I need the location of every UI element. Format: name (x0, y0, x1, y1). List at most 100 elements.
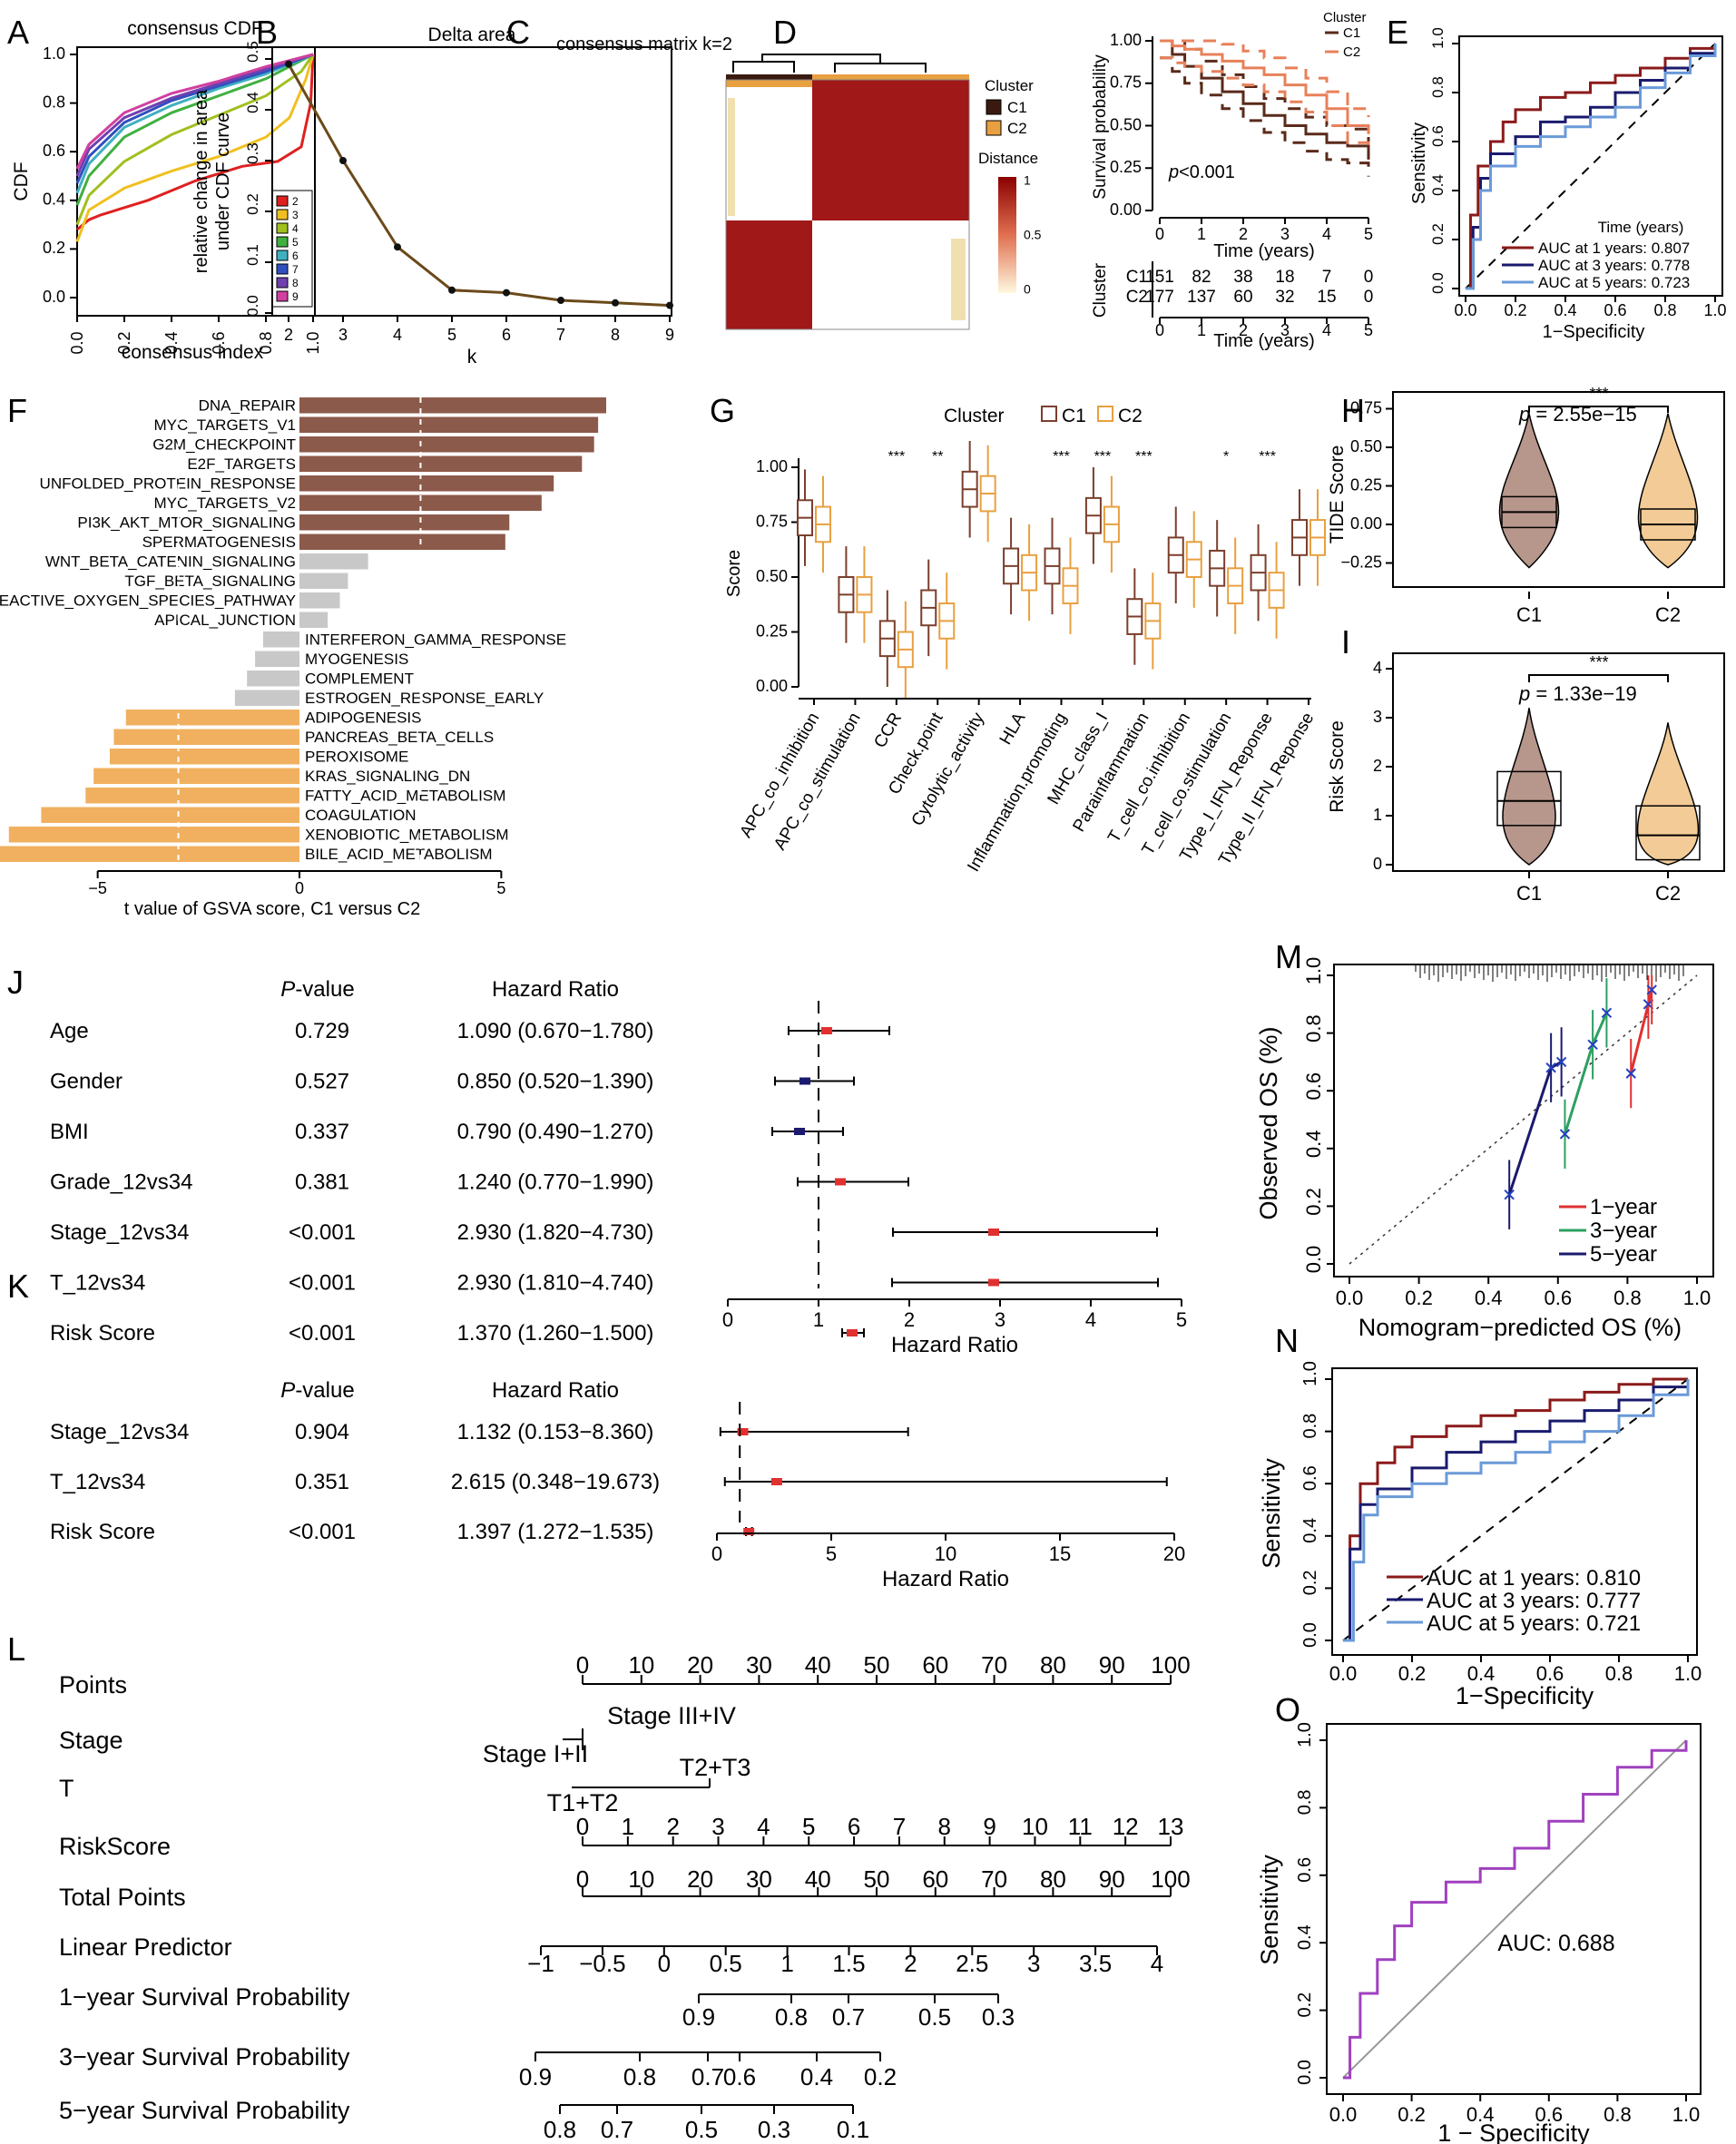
L-scale-label: 60 (922, 1865, 948, 1893)
I-pvalue: p = 1.33e−19 (1518, 682, 1637, 705)
K-hr-point (770, 1478, 782, 1485)
J-hr-point (835, 1178, 846, 1186)
M-point (1646, 984, 1657, 995)
L-scale-label: 4 (1151, 1950, 1163, 1977)
L-scale-label: 40 (805, 1651, 831, 1679)
L-row-label: 5−year Survival Probability (59, 2097, 350, 2124)
D-risk-x-tick-label: 3 (1280, 321, 1290, 339)
F-bar (109, 749, 299, 765)
D-risk-value: 0 (1364, 268, 1374, 287)
D-risk-x-tick-label: 1 (1197, 321, 1206, 339)
D-xlabel: Time (years) (1213, 241, 1314, 261)
N-y-tick-label: 0.8 (1300, 1414, 1320, 1439)
J-row-label: T_12vs34 (50, 1271, 145, 1296)
I-pvalue-rest: = 1.33e−19 (1530, 682, 1636, 705)
I-y-tick-label: 0 (1373, 855, 1382, 873)
J-hr-point (988, 1229, 999, 1236)
C-distance-bar (998, 177, 1016, 293)
panel-label-B: B (256, 14, 278, 51)
B-y-tick-label: 0.4 (244, 92, 261, 113)
E-y-tick-label: 0.6 (1429, 125, 1447, 147)
D-risk-value: 151 (1145, 268, 1174, 287)
A-series-9 (75, 53, 314, 170)
G-ylabel: Score (724, 550, 744, 597)
panel-label-A: A (7, 14, 29, 51)
K-col-pvalue: P-value (280, 1378, 354, 1403)
F-bar-label: WNT_BETA_CATENIN_SIGNALING (45, 553, 296, 571)
L-surv-label: 0.8 (544, 2116, 576, 2143)
L-scale-label: 0 (576, 1865, 589, 1893)
I-x-tick-label: C1 (1516, 882, 1542, 905)
G-legend-box-c2 (1097, 406, 1113, 422)
B-point (557, 297, 564, 304)
F-bar (93, 768, 300, 784)
panel-label-N: N (1275, 1322, 1299, 1359)
I-y-tick-label: 1 (1373, 806, 1382, 824)
L-scale-label: 70 (981, 1651, 1007, 1679)
A-legend-swatch (276, 236, 289, 248)
M-y-tick-label: 0.6 (1302, 1072, 1325, 1101)
F-bar (85, 788, 299, 804)
L-surv-label: 0.8 (775, 2003, 808, 2031)
J-row-hr: 0.790 (0.490−1.270) (457, 1120, 654, 1144)
N-legend-label: AUC at 1 years: 0.810 (1427, 1566, 1641, 1591)
F-bar (299, 514, 510, 531)
J-x-tick-label: 2 (904, 1308, 915, 1331)
E-roc-1 (1466, 44, 1717, 290)
A-legend-label: 2 (292, 195, 299, 208)
A-y-tick-label: 1.0 (43, 44, 65, 63)
K-col-hr: Hazard Ratio (492, 1378, 619, 1403)
B-y-tick-label: 0.0 (244, 295, 261, 317)
M-ylabel: Observed OS (%) (1255, 1026, 1282, 1219)
B-ylabel: relative change in area under CDF curve (191, 89, 233, 273)
A-legend-swatch (276, 222, 289, 234)
K-row-p: <0.001 (289, 1520, 356, 1544)
F-bar-label: FATTY_ACID_METABOLISM (305, 788, 505, 805)
L-scale-label: 10 (628, 1865, 654, 1893)
H-y-tick-label: 0.25 (1350, 475, 1382, 494)
L-scale-label: 2 (904, 1950, 917, 1977)
L-scale-label: 80 (1040, 1865, 1066, 1893)
A-series-7 (75, 53, 314, 184)
K-hr-point (737, 1428, 749, 1435)
L-scale-label: 1.5 (832, 1950, 865, 1977)
D-risk-value: 0 (1364, 288, 1374, 307)
B-point (448, 286, 456, 294)
J-row-label: Stage_12vs34 (50, 1220, 189, 1245)
L-scale-label: 40 (805, 1865, 831, 1893)
panel-label-I: I (1341, 623, 1350, 661)
L-surv-label: 0.9 (682, 2003, 715, 2031)
N-frame (1331, 1367, 1698, 1656)
E-x-tick-label: 0.6 (1604, 301, 1626, 319)
D-pvalue: p<0.001 (1168, 162, 1235, 182)
O-roc (1343, 1740, 1688, 2080)
A-y-tick-label: 0.4 (43, 191, 65, 209)
E-y-tick-label: 0.4 (1429, 174, 1447, 196)
L-scale-label: 60 (922, 1651, 948, 1679)
N-legend-label: AUC at 3 years: 0.777 (1427, 1589, 1641, 1613)
I-y-tick-label: 2 (1373, 757, 1382, 775)
N-xlabel: 1−Specificity (1456, 1682, 1594, 1709)
F-x-tick-label: 5 (496, 879, 505, 897)
A-legend-label: 4 (292, 222, 299, 235)
L-scale-label: 5 (802, 1813, 815, 1840)
M-y-tick-label: 0.0 (1302, 1246, 1325, 1274)
N-x-tick-label: 0.0 (1329, 1662, 1358, 1685)
B-point (666, 301, 673, 309)
C-distance-tick: 0 (1024, 282, 1031, 297)
D-risk-x-tick-label: 0 (1155, 321, 1164, 339)
C-heat-noise (951, 239, 966, 320)
D-risk-value: 38 (1233, 268, 1252, 287)
J-x-tick-label: 3 (995, 1308, 1005, 1331)
A-legend-swatch (276, 290, 289, 302)
L-surv-label: 0.7 (691, 2063, 724, 2090)
C-legend-title: Cluster (985, 77, 1034, 94)
panel-label-E: E (1387, 14, 1408, 51)
B-xlabel: k (467, 347, 477, 367)
F-bar-label: G2M_CHECKPOINT (152, 436, 296, 454)
M-x-tick-label: 0.0 (1336, 1287, 1364, 1309)
G-significance: *** (1135, 449, 1152, 465)
J-row-label: Age (50, 1019, 89, 1043)
E-roc-5 (1466, 44, 1717, 290)
